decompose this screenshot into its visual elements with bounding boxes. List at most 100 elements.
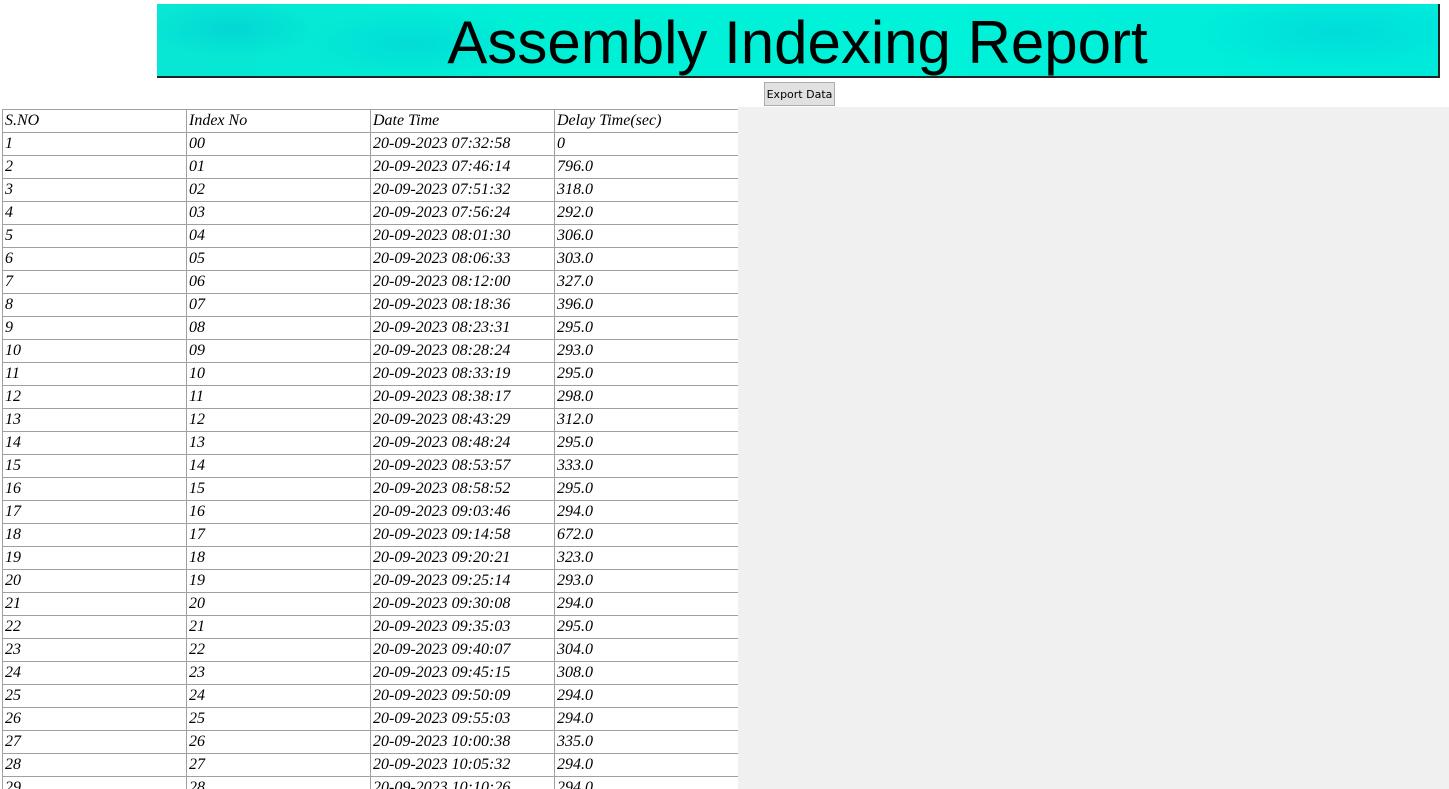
cell-date-time: 20-09-2023 09:35:03 xyxy=(370,615,555,639)
table-row[interactable]: 27 26 20-09-2023 10:00:38 335.0 xyxy=(2,730,738,754)
table-row[interactable]: 17 16 20-09-2023 09:03:46 294.0 xyxy=(2,500,738,524)
column-header-index-no: Index No xyxy=(186,109,371,133)
column-header-date-time: Date Time xyxy=(370,109,555,133)
cell-sno: 16 xyxy=(2,477,187,501)
cell-index-no: 24 xyxy=(186,684,371,708)
cell-date-time: 20-09-2023 10:00:38 xyxy=(370,730,555,754)
cell-date-time: 20-09-2023 08:18:36 xyxy=(370,293,555,317)
table-row[interactable]: 20 19 20-09-2023 09:25:14 293.0 xyxy=(2,569,738,593)
table-row[interactable]: 9 08 20-09-2023 08:23:31 295.0 xyxy=(2,316,738,340)
cell-date-time: 20-09-2023 08:06:33 xyxy=(370,247,555,271)
table-row[interactable]: 19 18 20-09-2023 09:20:21 323.0 xyxy=(2,546,738,570)
cell-index-no: 18 xyxy=(186,546,371,570)
cell-sno: 13 xyxy=(2,408,187,432)
table-row[interactable]: 2 01 20-09-2023 07:46:14 796.0 xyxy=(2,155,738,179)
cell-sno: 3 xyxy=(2,178,187,202)
cell-sno: 2 xyxy=(2,155,187,179)
cell-delay-time: 323.0 xyxy=(554,546,738,570)
table-row[interactable]: 1 00 20-09-2023 07:32:58 0 xyxy=(2,132,738,156)
table-row[interactable]: 10 09 20-09-2023 08:28:24 293.0 xyxy=(2,339,738,363)
cell-delay-time: 294.0 xyxy=(554,776,738,789)
cell-sno: 24 xyxy=(2,661,187,685)
empty-panel xyxy=(738,107,1449,789)
table-row[interactable]: 12 11 20-09-2023 08:38:17 298.0 xyxy=(2,385,738,409)
table-row[interactable]: 21 20 20-09-2023 09:30:08 294.0 xyxy=(2,592,738,616)
cell-index-no: 07 xyxy=(186,293,371,317)
cell-delay-time: 295.0 xyxy=(554,316,738,340)
column-header-sno: S.NO xyxy=(2,109,187,133)
table-row[interactable]: 5 04 20-09-2023 08:01:30 306.0 xyxy=(2,224,738,248)
table-row[interactable]: 3 02 20-09-2023 07:51:32 318.0 xyxy=(2,178,738,202)
table-row[interactable]: 26 25 20-09-2023 09:55:03 294.0 xyxy=(2,707,738,731)
table-row[interactable]: 6 05 20-09-2023 08:06:33 303.0 xyxy=(2,247,738,271)
cell-index-no: 13 xyxy=(186,431,371,455)
cell-sno: 12 xyxy=(2,385,187,409)
cell-sno: 1 xyxy=(2,132,187,156)
cell-index-no: 21 xyxy=(186,615,371,639)
cell-date-time: 20-09-2023 09:55:03 xyxy=(370,707,555,731)
cell-sno: 15 xyxy=(2,454,187,478)
cell-sno: 27 xyxy=(2,730,187,754)
table-row[interactable]: 16 15 20-09-2023 08:58:52 295.0 xyxy=(2,477,738,501)
cell-delay-time: 308.0 xyxy=(554,661,738,685)
cell-sno: 19 xyxy=(2,546,187,570)
cell-date-time: 20-09-2023 09:14:58 xyxy=(370,523,555,547)
cell-date-time: 20-09-2023 08:43:29 xyxy=(370,408,555,432)
table-row[interactable]: 7 06 20-09-2023 08:12:00 327.0 xyxy=(2,270,738,294)
cell-sno: 7 xyxy=(2,270,187,294)
table-row[interactable]: 25 24 20-09-2023 09:50:09 294.0 xyxy=(2,684,738,708)
cell-date-time: 20-09-2023 08:58:52 xyxy=(370,477,555,501)
cell-delay-time: 672.0 xyxy=(554,523,738,547)
table-row[interactable]: 14 13 20-09-2023 08:48:24 295.0 xyxy=(2,431,738,455)
cell-date-time: 20-09-2023 08:38:17 xyxy=(370,385,555,409)
cell-sno: 25 xyxy=(2,684,187,708)
cell-delay-time: 295.0 xyxy=(554,477,738,501)
title-banner: Assembly Indexing Report xyxy=(157,4,1440,78)
cell-index-no: 27 xyxy=(186,753,371,777)
cell-index-no: 23 xyxy=(186,661,371,685)
table-body: 1 00 20-09-2023 07:32:58 0 2 01 20-09-2023 07:… xyxy=(2,132,738,789)
cell-index-no: 25 xyxy=(186,707,371,731)
cell-delay-time: 318.0 xyxy=(554,178,738,202)
table-row[interactable]: 28 27 20-09-2023 10:05:32 294.0 xyxy=(2,753,738,777)
cell-delay-time: 294.0 xyxy=(554,707,738,731)
cell-sno: 21 xyxy=(2,592,187,616)
table-row[interactable]: 23 22 20-09-2023 09:40:07 304.0 xyxy=(2,638,738,662)
cell-date-time: 20-09-2023 09:45:15 xyxy=(370,661,555,685)
report-table-container[interactable]: S.NO Index No Date Time Delay Time(sec) … xyxy=(2,109,738,789)
cell-sno: 18 xyxy=(2,523,187,547)
table-row[interactable]: 8 07 20-09-2023 08:18:36 396.0 xyxy=(2,293,738,317)
cell-sno: 28 xyxy=(2,753,187,777)
export-data-button[interactable]: Export Data xyxy=(764,82,835,106)
table-row[interactable]: 11 10 20-09-2023 08:33:19 295.0 xyxy=(2,362,738,386)
cell-delay-time: 327.0 xyxy=(554,270,738,294)
cell-date-time: 20-09-2023 08:28:24 xyxy=(370,339,555,363)
table-row[interactable]: 22 21 20-09-2023 09:35:03 295.0 xyxy=(2,615,738,639)
cell-index-no: 02 xyxy=(186,178,371,202)
cell-index-no: 10 xyxy=(186,362,371,386)
cell-delay-time: 295.0 xyxy=(554,431,738,455)
cell-date-time: 20-09-2023 09:40:07 xyxy=(370,638,555,662)
cell-sno: 29 xyxy=(2,776,187,789)
cell-date-time: 20-09-2023 07:51:32 xyxy=(370,178,555,202)
report-table: S.NO Index No Date Time Delay Time(sec) … xyxy=(2,109,738,789)
table-row[interactable]: 24 23 20-09-2023 09:45:15 308.0 xyxy=(2,661,738,685)
cell-sno: 8 xyxy=(2,293,187,317)
cell-delay-time: 294.0 xyxy=(554,592,738,616)
cell-index-no: 06 xyxy=(186,270,371,294)
table-row[interactable]: 4 03 20-09-2023 07:56:24 292.0 xyxy=(2,201,738,225)
cell-date-time: 20-09-2023 09:30:08 xyxy=(370,592,555,616)
cell-sno: 22 xyxy=(2,615,187,639)
table-row[interactable]: 18 17 20-09-2023 09:14:58 672.0 xyxy=(2,523,738,547)
table-row[interactable]: 15 14 20-09-2023 08:53:57 333.0 xyxy=(2,454,738,478)
cell-index-no: 14 xyxy=(186,454,371,478)
table-row[interactable]: 13 12 20-09-2023 08:43:29 312.0 xyxy=(2,408,738,432)
column-header-delay-time: Delay Time(sec) xyxy=(554,109,738,133)
cell-index-no: 11 xyxy=(186,385,371,409)
cell-delay-time: 295.0 xyxy=(554,615,738,639)
cell-index-no: 01 xyxy=(186,155,371,179)
cell-sno: 14 xyxy=(2,431,187,455)
cell-date-time: 20-09-2023 09:50:09 xyxy=(370,684,555,708)
table-row[interactable]: 29 28 20-09-2023 10:10:26 294.0 xyxy=(2,776,738,789)
cell-delay-time: 294.0 xyxy=(554,684,738,708)
